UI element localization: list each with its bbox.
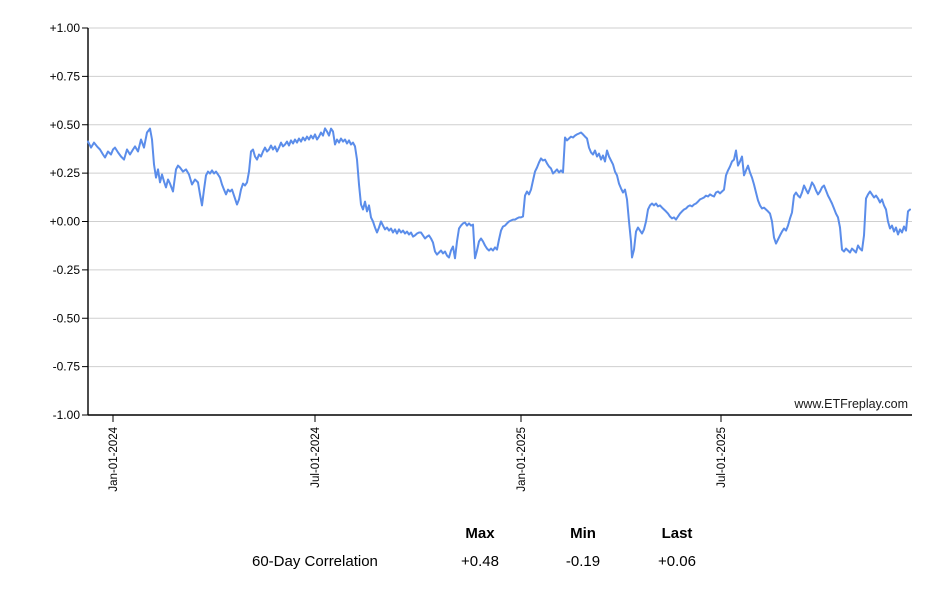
stats-value-max: +0.48 [461,553,499,570]
x-tick-label: Jul-01-2025 [716,427,728,488]
axes [82,27,912,422]
y-axis-labels: +1.00 +0.75 +0.50 +0.25 +0.00 -0.25 -0.50 -0.75… [50,21,81,422]
y-tick-label: +0.50 [50,118,81,132]
y-tick-label: -0.25 [53,263,81,277]
y-tick-label: +0.00 [50,215,81,229]
x-tick-label: Jan-01-2025 [516,427,528,492]
x-tick-label: Jul-01-2024 [310,426,322,487]
y-tick-label: -1.00 [53,408,81,422]
y-tick-label: +1.00 [50,21,81,35]
stats-header-max: Max [465,525,495,542]
y-tick-label: -0.75 [53,360,81,374]
watermark-link[interactable]: www.ETFreplay.com [793,397,908,411]
y-tick-label: -0.50 [53,311,81,325]
x-axis-labels: Jan-01-2024 Jul-01-2024 Jan-01-2025 Jul-01-… [108,426,728,491]
gridlines [88,27,912,368]
y-tick-label: +0.75 [50,69,81,83]
stats-value-min: -0.19 [565,553,601,570]
stats-row-label: 60-Day Correlation [252,553,378,570]
stats-header-min: Min [570,525,596,542]
correlation-line-series [87,127,911,260]
stats-header-last: Last [661,525,693,542]
stats-value-last: +0.06 [658,553,696,570]
y-tick-label: +0.25 [50,166,81,180]
x-tick-label: Jan-01-2024 [108,426,120,491]
